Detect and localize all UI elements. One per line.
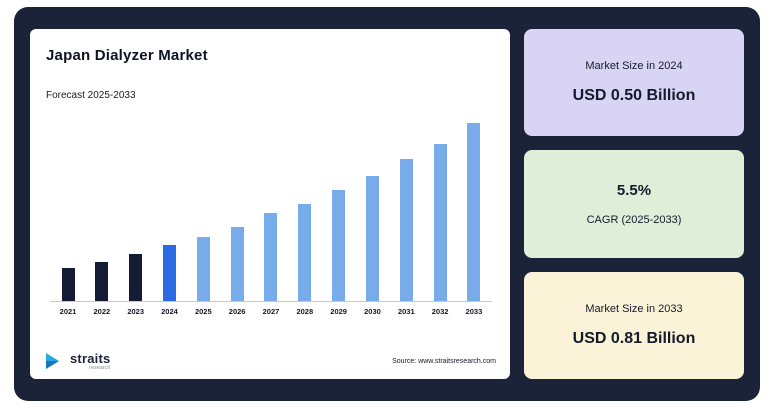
bar-2032 [433,144,447,301]
bar-2024 [162,245,176,301]
x-tick-2029: 2029 [330,307,347,316]
x-tick-2021: 2021 [59,307,77,316]
bar-2026 [230,227,244,301]
chart-card: Japan Dialyzer Market Forecast 2025-2033… [30,29,510,379]
source-text: Source: www.straitsresearch.com [392,357,496,365]
x-tick-2031: 2031 [397,307,415,316]
bar-slot-2032 [428,119,452,301]
bar-2025 [196,237,210,301]
bar-slot-2031 [394,119,418,301]
x-tick-2033: 2033 [465,307,483,316]
bar-2030 [365,176,379,301]
stat-card-market-size-2033: Market Size in 2033 USD 0.81 Billion [524,271,744,379]
chart-footer: straits research Source: www.straitsrese… [44,352,496,372]
bar-slot-2026 [225,119,249,301]
x-tick-2032: 2032 [431,307,449,316]
logo-arrow-icon [46,353,59,370]
logo-subtext: research [89,364,111,371]
bar-slot-2030 [360,119,384,301]
logo-name: straits [70,350,111,366]
infographic-panel: Japan Dialyzer Market Forecast 2025-2033… [14,7,760,401]
stat-card-cagr: 5.5% CAGR (2025-2033) [524,150,744,258]
bar-slot-2025 [191,119,215,301]
bar-chart: 2021 2022 2023 2024 2025 2026 2027 2028 2029 2030… [46,119,496,316]
x-tick-2025: 2025 [194,307,212,316]
x-axis-labels: 2021 2022 2023 2024 2025 2026 2027 2028 2029 2030… [50,307,492,316]
bar-slot-2024 [157,119,181,301]
bar-slot-2023 [124,119,148,301]
bar-2023 [129,254,143,301]
bar-2029 [332,190,346,301]
x-tick-2024: 2024 [161,307,178,316]
stat-label: CAGR (2025-2033) [586,213,682,226]
chart-subtitle: Forecast 2025-2033 [46,90,136,101]
logo-text: straits research [70,352,110,372]
x-tick-2028: 2028 [296,307,314,316]
bar-slot-2021 [56,119,80,301]
bar-slot-2022 [90,119,114,301]
x-tick-2026: 2026 [228,307,246,316]
stat-value: USD 0.81 Billion [572,329,696,347]
straits-research-logo: straits research [44,352,110,372]
bar-slot-2029 [327,119,351,301]
stat-label: Market Size in 2033 [585,302,683,315]
bar-2022 [95,262,109,301]
bar-slot-2033 [462,119,486,301]
bar-2028 [298,204,312,301]
stat-card-market-size-2024: Market Size in 2024 USD 0.50 Billion [524,29,744,137]
x-tick-2027: 2027 [262,307,280,316]
x-tick-2022: 2022 [93,307,111,316]
bar-slot-2028 [293,119,317,301]
x-tick-2030: 2030 [364,307,381,316]
bar-2027 [264,213,278,301]
bar-series [50,119,492,302]
stat-label: Market Size in 2024 [585,60,683,73]
bar-2033 [467,123,481,301]
bar-2031 [399,159,413,301]
bar-2021 [61,268,75,301]
chart-title: Japan Dialyzer Market [46,47,208,64]
x-tick-2023: 2023 [127,307,144,316]
bar-slot-2027 [259,119,283,301]
stat-value: 5.5% [616,181,652,199]
stat-card-column: Market Size in 2024 USD 0.50 Billion 5.5… [524,29,744,379]
stat-value: USD 0.50 Billion [572,87,696,105]
